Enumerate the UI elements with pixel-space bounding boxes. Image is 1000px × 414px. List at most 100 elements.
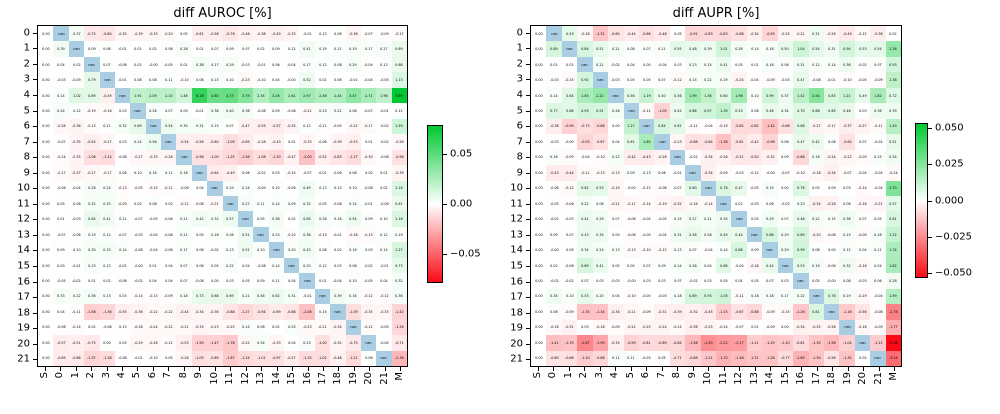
heatmap-cell: -0.68 [731, 26, 747, 42]
heatmap-cell: 0.00 [531, 87, 547, 104]
heatmap-cell: nan [114, 87, 131, 104]
heatmap-cell: -0.04 [638, 211, 655, 227]
heatmap-cell: 0.07 [669, 273, 686, 289]
heatmap-cell: -0.04 [654, 56, 670, 73]
heatmap-cell: -0.83 [716, 26, 732, 42]
heatmap-cell: 0.15 [839, 226, 855, 243]
heatmap-cell: -0.99 [561, 118, 578, 135]
heatmap-cell: -0.10 [638, 242, 655, 258]
heatmap-cell: -0.30 [360, 149, 377, 166]
heatmap-cell: 0.12 [99, 226, 115, 243]
heatmap-cell: -0.68 [777, 118, 794, 135]
heatmap-cell: 0.04 [191, 180, 208, 196]
heatmap-cell: 1.16 [391, 211, 407, 227]
heatmap-cell: -0.71 [391, 335, 407, 351]
heatmap-cell: nan [222, 195, 238, 212]
heatmap-cell: 0.00 [777, 319, 794, 336]
heatmap-cell: -0.75 [84, 26, 100, 42]
heatmap-cell: -0.45 [700, 304, 716, 320]
heatmap-cell: 0.11 [161, 72, 177, 88]
heatmap-cell: 0.02 [330, 242, 346, 258]
x-tick-mark [708, 367, 710, 371]
heatmap-cell: -0.21 [207, 195, 223, 212]
heatmap-cell: 0.04 [53, 56, 69, 73]
x-tick-label: 6 [640, 372, 652, 379]
heatmap-cell: 0.36 [870, 103, 886, 119]
colorbar-tick-label: 0.050 [935, 122, 964, 134]
heatmap-cell: -0.21 [793, 26, 809, 42]
heatmap-cell: -0.35 [191, 319, 208, 336]
heatmap-cell: -0.89 [207, 350, 223, 366]
heatmap-cell: -0.18 [577, 26, 593, 42]
y-tick-label: 17 [510, 291, 523, 303]
heatmap-cell: 0.84 [654, 118, 670, 135]
heatmap-cell: -0.34 [608, 304, 624, 320]
x-tick-mark [739, 367, 741, 371]
heatmap-cell: 0.10 [253, 242, 269, 258]
heatmap-cell: 1.99 [685, 87, 701, 104]
heatmap-cell: 0.31 [808, 26, 824, 42]
heatmap-cell: -0.03 [546, 134, 562, 150]
heatmap-cell: 0.09 [222, 41, 238, 57]
y-tick-label: 4 [516, 89, 523, 101]
heatmap-cell: 0.31 [284, 288, 300, 305]
heatmap-cell: 0.13 [608, 242, 624, 258]
heatmap-cell: -0.00 [731, 257, 747, 274]
heatmap-cell: 0.05 [731, 56, 747, 73]
heatmap-cell: 0.09 [654, 257, 670, 274]
auroc-title: diff AUROC [%] [173, 6, 272, 21]
heatmap-cell: -0.34 [700, 149, 716, 166]
heatmap-cell: -1.30 [808, 335, 824, 351]
heatmap-cell: 0.53 [592, 180, 609, 196]
y-tick-mark [33, 219, 37, 221]
heatmap-cell: 0.00 [38, 319, 54, 336]
x-tick-label: 9 [686, 372, 698, 379]
heatmap-cell: nan [176, 149, 192, 166]
heatmap-cell: 0.79 [84, 72, 100, 88]
heatmap-cell: -0.99 [623, 335, 639, 351]
heatmap-cell: 0.60 [716, 87, 732, 104]
heatmap-cell: -0.54 [176, 134, 192, 150]
x-tick-label: 20 [857, 372, 869, 385]
heatmap-cell: 0.20 [284, 242, 300, 258]
heatmap-cell: -2.00 [299, 149, 315, 166]
heatmap-cell: nan [284, 257, 300, 274]
heatmap-cell: -0.60 [207, 134, 223, 150]
heatmap-cell: 0.89 [685, 288, 701, 305]
heatmap-cell: -0.01 [314, 165, 331, 181]
heatmap-cell: -0.22 [237, 335, 254, 351]
x-tick-mark [199, 367, 201, 371]
heatmap-cell: -0.05 [854, 72, 871, 88]
heatmap-cell: 0.13 [638, 165, 655, 181]
heatmap-cell: nan [854, 335, 871, 351]
heatmap-cell: -0.16 [685, 195, 701, 212]
heatmap-cell: -0.57 [268, 118, 284, 135]
heatmap-cell: 0.00 [531, 118, 547, 135]
heatmap-cell: -0.17 [360, 118, 377, 135]
heatmap-cell: 0.27 [237, 195, 254, 212]
heatmap-cell: 1.19 [638, 87, 655, 104]
heatmap-cell: 0.06 [114, 165, 131, 181]
heatmap-cell: 0.05 [191, 226, 208, 243]
heatmap-cell: -0.11 [638, 103, 655, 119]
heatmap-cell: 0.01 [191, 41, 208, 57]
heatmap-cell: 1.82 [870, 87, 886, 104]
heatmap-cell: 0.62 [268, 288, 284, 305]
heatmap-cell: -1.12 [870, 335, 886, 351]
heatmap-cell: -1.31 [592, 26, 609, 42]
heatmap-cell: 0.01 [314, 273, 331, 289]
heatmap-cell: 0.02 [854, 350, 871, 366]
heatmap-cell: 0.15 [207, 72, 223, 88]
heatmap-cell: 0.05 [716, 273, 732, 289]
heatmap-cell: 0.22 [793, 288, 809, 305]
heatmap-cell: -0.35 [284, 118, 300, 135]
heatmap-cell: -1.58 [823, 335, 840, 351]
heatmap-cell: 0.17 [207, 56, 223, 73]
heatmap-cell: 7.89 [391, 87, 407, 104]
x-tick-mark [168, 367, 170, 371]
heatmap-cell: 0.23 [314, 103, 331, 119]
heatmap-cell: -1.35 [577, 304, 593, 320]
y-tick-mark [526, 32, 530, 34]
heatmap-cell: -0.04 [284, 56, 300, 73]
heatmap-cell: 0.03 [777, 273, 794, 289]
